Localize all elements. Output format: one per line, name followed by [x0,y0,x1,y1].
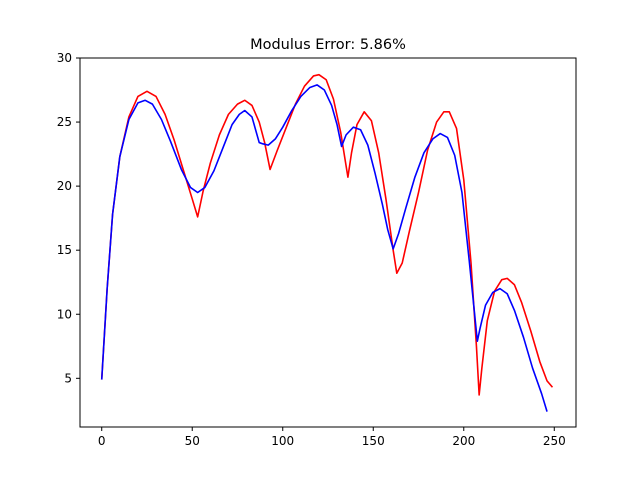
series-line-2 [100,84,548,412]
y-tick-label: 20 [57,179,72,193]
y-tick-label: 15 [57,243,72,257]
axis-layer: 0 50 100 150 200 250 5 10 15 20 25 30 [57,51,566,448]
plot-area-frame [79,57,577,428]
series-layer [100,73,554,412]
x-tick-label: 0 [98,434,106,448]
y-tick-label: 5 [64,371,72,385]
x-tick-label: 200 [452,434,475,448]
x-tick-label: 50 [185,434,200,448]
chart-title: Modulus Error: 5.86% [250,37,406,53]
y-tick-label: 30 [57,51,72,65]
y-tick-label: 25 [57,115,72,129]
x-tick-label: 100 [271,434,294,448]
x-tick-label: 250 [543,434,566,448]
series-line-1 [100,73,554,396]
y-tick-label: 10 [57,307,72,321]
x-tick-label: 150 [362,434,385,448]
